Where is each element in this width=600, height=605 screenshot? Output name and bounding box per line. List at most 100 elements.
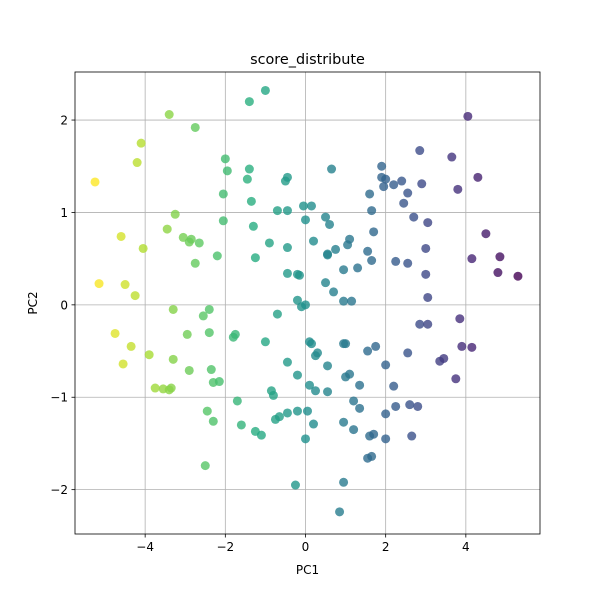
data-point xyxy=(421,269,431,279)
data-point xyxy=(292,406,302,416)
data-point xyxy=(264,238,274,248)
data-point xyxy=(218,216,228,226)
axis-ticks: −4 −2 0 2 4 −2 −1 0 1 2 xyxy=(50,114,469,554)
data-point xyxy=(307,339,317,349)
data-point xyxy=(274,412,284,422)
data-point xyxy=(323,361,333,371)
data-point xyxy=(339,417,349,427)
data-point xyxy=(335,507,345,517)
data-point xyxy=(451,374,461,384)
data-point xyxy=(347,296,357,306)
data-point xyxy=(268,390,278,400)
data-point xyxy=(208,416,218,426)
chart-title: score_distribute xyxy=(250,52,365,68)
data-point xyxy=(204,304,214,314)
data-point xyxy=(194,238,204,248)
data-point xyxy=(118,359,128,369)
data-point xyxy=(116,231,126,241)
data-point xyxy=(423,319,433,329)
data-point xyxy=(513,271,523,281)
data-point xyxy=(389,381,399,391)
data-point xyxy=(292,295,302,305)
data-point xyxy=(391,401,401,411)
data-point xyxy=(303,406,312,416)
data-point xyxy=(403,188,413,198)
data-point xyxy=(423,292,433,302)
data-point xyxy=(403,348,413,358)
data-point xyxy=(282,268,292,278)
data-point xyxy=(381,434,391,444)
data-point xyxy=(397,176,407,186)
data-point xyxy=(166,383,176,393)
data-point xyxy=(423,218,433,228)
data-point xyxy=(363,346,373,356)
data-point xyxy=(202,406,212,416)
data-point xyxy=(186,234,196,244)
data-point xyxy=(339,296,349,306)
data-point xyxy=(260,337,270,347)
data-point xyxy=(292,370,302,380)
data-point xyxy=(399,198,409,208)
data-point xyxy=(339,265,349,275)
x-tick-label: −4 xyxy=(136,540,154,554)
y-tick-label: 2 xyxy=(60,114,68,128)
data-point xyxy=(325,219,335,229)
data-point xyxy=(367,255,377,265)
data-point xyxy=(94,279,104,289)
data-point xyxy=(244,97,254,107)
data-point xyxy=(168,304,178,314)
data-point xyxy=(463,111,473,121)
data-point xyxy=(232,396,242,406)
data-point xyxy=(214,377,224,387)
data-point xyxy=(300,215,310,225)
data-point xyxy=(345,234,355,244)
data-point xyxy=(212,251,222,261)
data-point xyxy=(415,146,425,156)
data-point xyxy=(220,154,230,164)
data-point xyxy=(198,311,208,321)
data-point xyxy=(206,365,216,375)
data-point xyxy=(371,341,381,351)
data-point xyxy=(300,434,310,444)
data-point xyxy=(381,360,391,370)
data-point xyxy=(381,409,391,419)
data-point xyxy=(323,387,333,397)
data-point xyxy=(120,280,130,290)
y-axis-label: PC2 xyxy=(26,291,40,314)
data-point xyxy=(200,461,210,471)
data-point xyxy=(190,122,200,132)
data-point xyxy=(305,380,315,390)
data-point xyxy=(391,256,401,266)
data-point xyxy=(367,206,377,216)
data-point xyxy=(415,319,425,329)
data-point xyxy=(327,164,337,174)
data-point xyxy=(250,253,260,263)
data-point xyxy=(150,383,160,393)
data-point xyxy=(244,164,254,174)
data-point xyxy=(473,172,483,182)
y-tick-label: 0 xyxy=(60,298,68,312)
data-point xyxy=(300,300,310,310)
data-point xyxy=(417,179,427,189)
data-point xyxy=(272,206,282,216)
data-point xyxy=(321,278,331,288)
data-point xyxy=(311,386,321,396)
data-point xyxy=(355,403,365,413)
data-point xyxy=(282,408,292,418)
data-point xyxy=(329,287,339,297)
data-point xyxy=(405,400,415,410)
data-point xyxy=(132,158,142,168)
data-point xyxy=(182,329,192,339)
data-point xyxy=(495,252,505,262)
y-tick-label: −2 xyxy=(50,483,68,497)
data-point xyxy=(493,268,503,278)
data-points xyxy=(90,85,523,517)
data-point xyxy=(246,196,256,206)
data-point xyxy=(309,236,319,246)
data-point xyxy=(168,354,178,364)
data-point xyxy=(467,254,477,264)
data-point xyxy=(190,258,200,268)
data-point xyxy=(331,244,341,254)
data-point xyxy=(323,249,333,259)
